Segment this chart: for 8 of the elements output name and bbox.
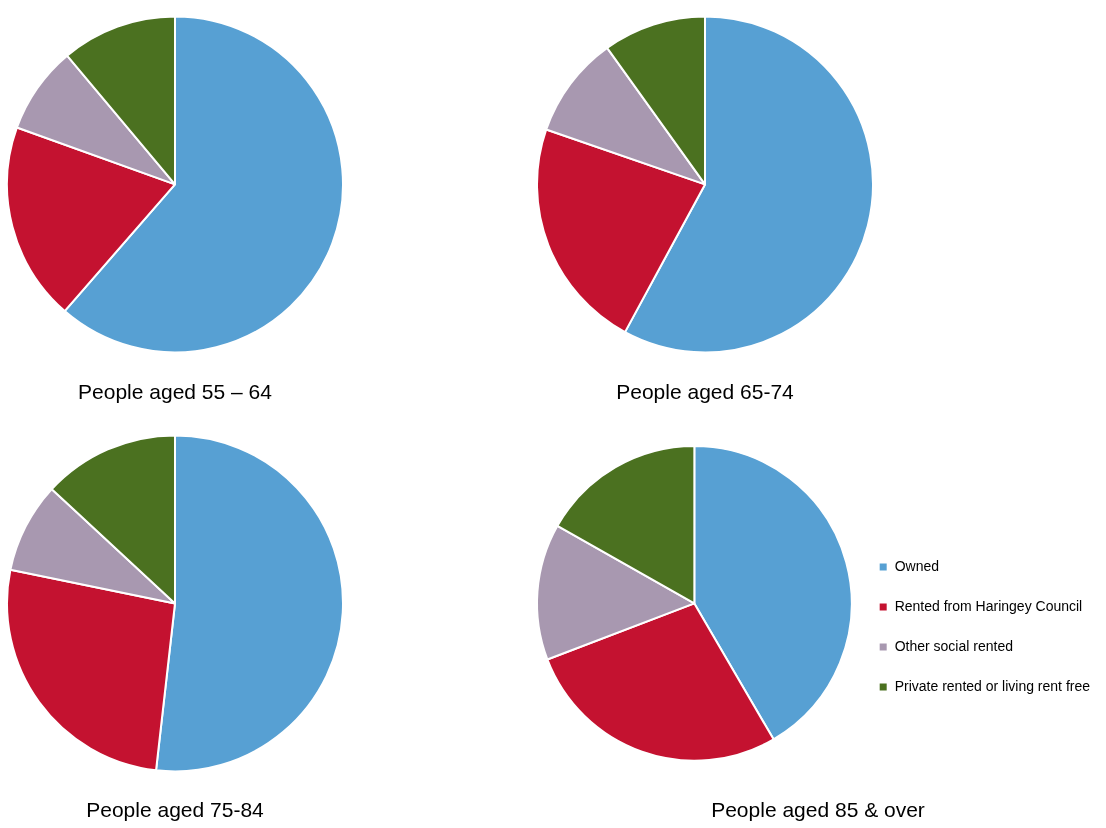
- text: People aged 65-74: [616, 380, 795, 404]
- legend-label: Private rented or living rent free: [894, 677, 1091, 694]
- legend-label: Owned: [894, 557, 940, 574]
- legend-label: Other social rented: [894, 637, 1013, 654]
- text: People aged 75-84: [86, 798, 265, 822]
- legend-label: Rented from Haringey Council: [894, 597, 1083, 614]
- text: People aged 85 & over: [711, 798, 925, 822]
- text: People aged 55 – 64: [78, 380, 273, 404]
